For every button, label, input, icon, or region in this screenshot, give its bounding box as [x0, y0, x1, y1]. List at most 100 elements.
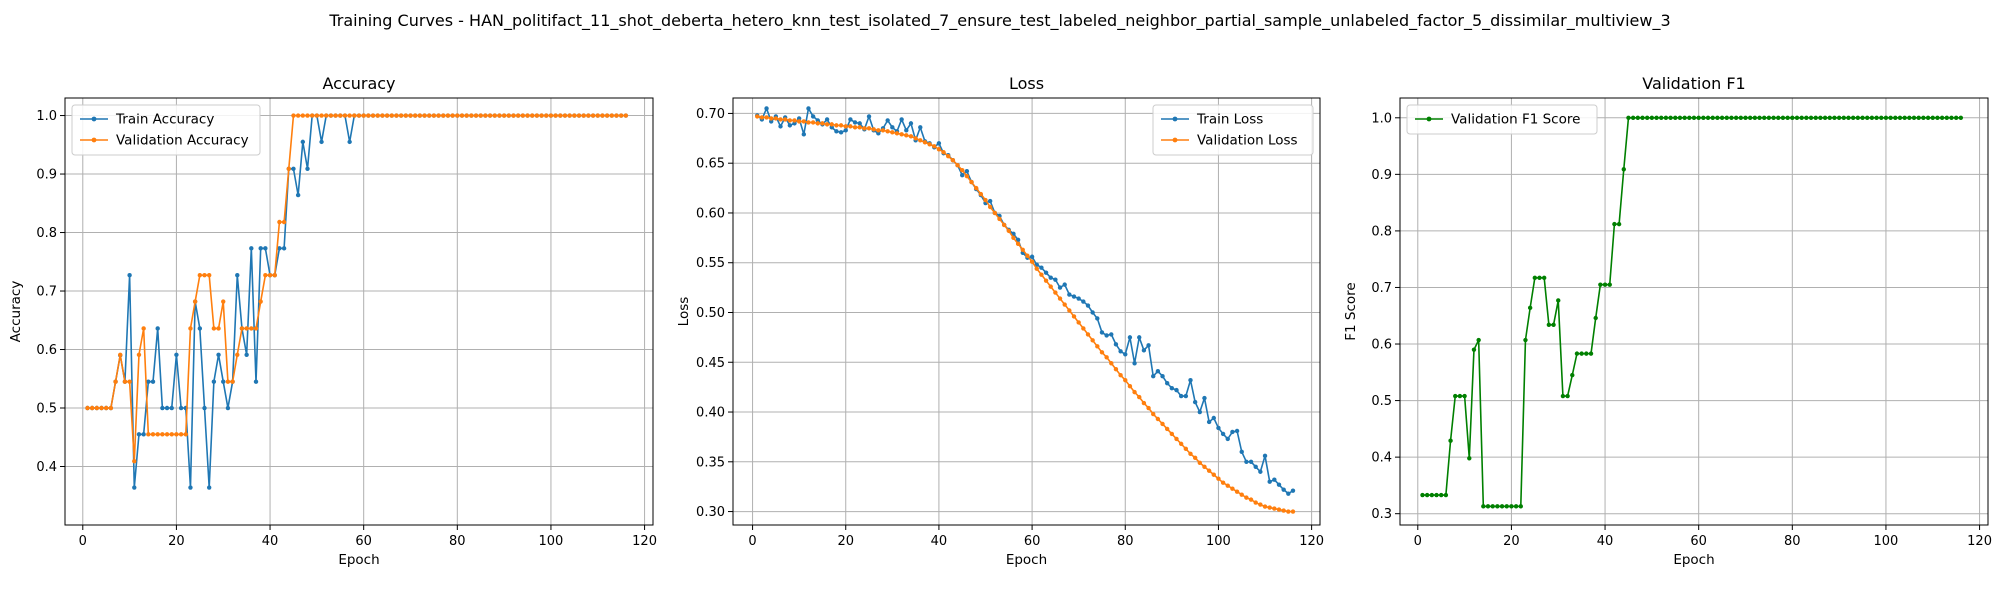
data-point [1164, 380, 1170, 386]
data-point [1276, 507, 1282, 512]
data-point [403, 113, 409, 118]
y-axis-label: F1 Score [1343, 282, 1359, 340]
y-tick-label: 0.9 [36, 168, 57, 183]
data-point [1677, 115, 1683, 120]
data-point [1053, 290, 1058, 295]
data-point [1160, 374, 1165, 379]
data-point [1504, 504, 1509, 509]
subplot-title: Validation F1 [1642, 74, 1745, 93]
data-point [314, 113, 320, 118]
data-point [431, 113, 437, 118]
legend-marker [1172, 116, 1178, 122]
x-tick-label: 100 [539, 534, 564, 549]
data-point [1011, 235, 1016, 241]
data-point [1757, 115, 1762, 120]
data-point [141, 326, 146, 331]
data-point [885, 118, 890, 123]
data-point [787, 123, 793, 128]
data-point [1216, 425, 1221, 431]
data-point [936, 141, 942, 146]
legend-label: Validation Accuracy [116, 133, 249, 149]
data-point [1602, 282, 1608, 287]
data-point [389, 113, 394, 118]
x-tick-label: 100 [1206, 534, 1231, 549]
data-point [1039, 272, 1044, 277]
data-point [506, 113, 512, 118]
data-point [347, 139, 352, 145]
data-point [1593, 315, 1598, 321]
data-point [1794, 115, 1800, 120]
data-point [890, 130, 895, 135]
data-point [113, 379, 118, 384]
data-point [1621, 167, 1626, 172]
data-point [1879, 115, 1884, 120]
data-point [1776, 115, 1781, 120]
data-point [436, 113, 441, 118]
data-point [412, 113, 418, 118]
axes-container: 0 20 40 60 80 100 120 0.4 0.5 0.6 0.7 0.8 0.9 1.0 Accu… [8, 74, 1992, 568]
figure-title: Training Curves - HAN_politifact_11_shot… [328, 11, 1670, 31]
data-point [141, 432, 146, 437]
data-point [997, 216, 1002, 222]
data-point [160, 432, 165, 437]
x-tick-label: 80 [1117, 534, 1134, 549]
data-point [1029, 259, 1035, 264]
data-point [1151, 411, 1156, 417]
data-point [1137, 394, 1142, 400]
data-point [857, 121, 862, 126]
data-point [155, 326, 160, 331]
data-point [1276, 482, 1282, 487]
data-point [1099, 350, 1105, 355]
data-point [1893, 115, 1898, 120]
subplot-1: 0 20 40 60 80 100 120 0.4 0.5 0.6 0.7 0.8 0.9 1.0 Accu… [8, 74, 657, 568]
data-point [871, 127, 876, 132]
data-point [169, 405, 174, 411]
data-point [764, 106, 769, 111]
legend: Train Loss Validation Loss [1152, 104, 1314, 156]
data-point [501, 113, 507, 118]
data-point [848, 124, 853, 129]
data-point [1076, 320, 1081, 325]
y-tick-label: 0.6 [36, 343, 57, 358]
data-point [1155, 416, 1161, 422]
data-point [1771, 115, 1776, 120]
data-point [946, 154, 951, 159]
data-point [216, 326, 221, 331]
subplot-3: 0 20 40 60 80 100 120 0.3 0.4 0.5 0.6 0.7 0.8 0.9 1.0 V… [1343, 74, 1992, 568]
data-point [609, 113, 614, 118]
data-point [1541, 275, 1547, 281]
data-point [277, 219, 282, 225]
data-point [478, 113, 483, 118]
data-point [1118, 373, 1123, 378]
data-point [1785, 115, 1790, 120]
data-point [1071, 294, 1077, 299]
data-point [211, 379, 217, 384]
data-point [1160, 421, 1165, 427]
data-point [581, 113, 586, 118]
data-point [1518, 504, 1523, 509]
data-point [1902, 115, 1907, 120]
data-point [1911, 115, 1917, 120]
data-point [160, 405, 165, 411]
data-point [235, 352, 240, 357]
data-point [1192, 399, 1198, 405]
y-tick-label: 0.4 [36, 460, 57, 475]
ticks: 0 20 40 60 80 100 120 0.4 0.5 0.6 0.7 0.8 0.9 1.0 [36, 109, 657, 549]
data-point [225, 379, 231, 384]
data-point [960, 172, 965, 178]
data-point [1949, 115, 1954, 120]
data-point [834, 123, 839, 128]
data-point [778, 117, 783, 122]
data-point [263, 273, 268, 278]
data-point [1476, 337, 1481, 343]
legend-marker [1172, 137, 1178, 143]
data-point [1448, 438, 1453, 443]
grid [733, 98, 1320, 525]
data-point [1067, 292, 1072, 297]
data-point [857, 125, 862, 130]
data-point [1710, 115, 1715, 120]
data-point [1216, 476, 1221, 481]
data-point [1874, 115, 1879, 120]
data-point [978, 191, 984, 197]
data-point [221, 379, 226, 384]
